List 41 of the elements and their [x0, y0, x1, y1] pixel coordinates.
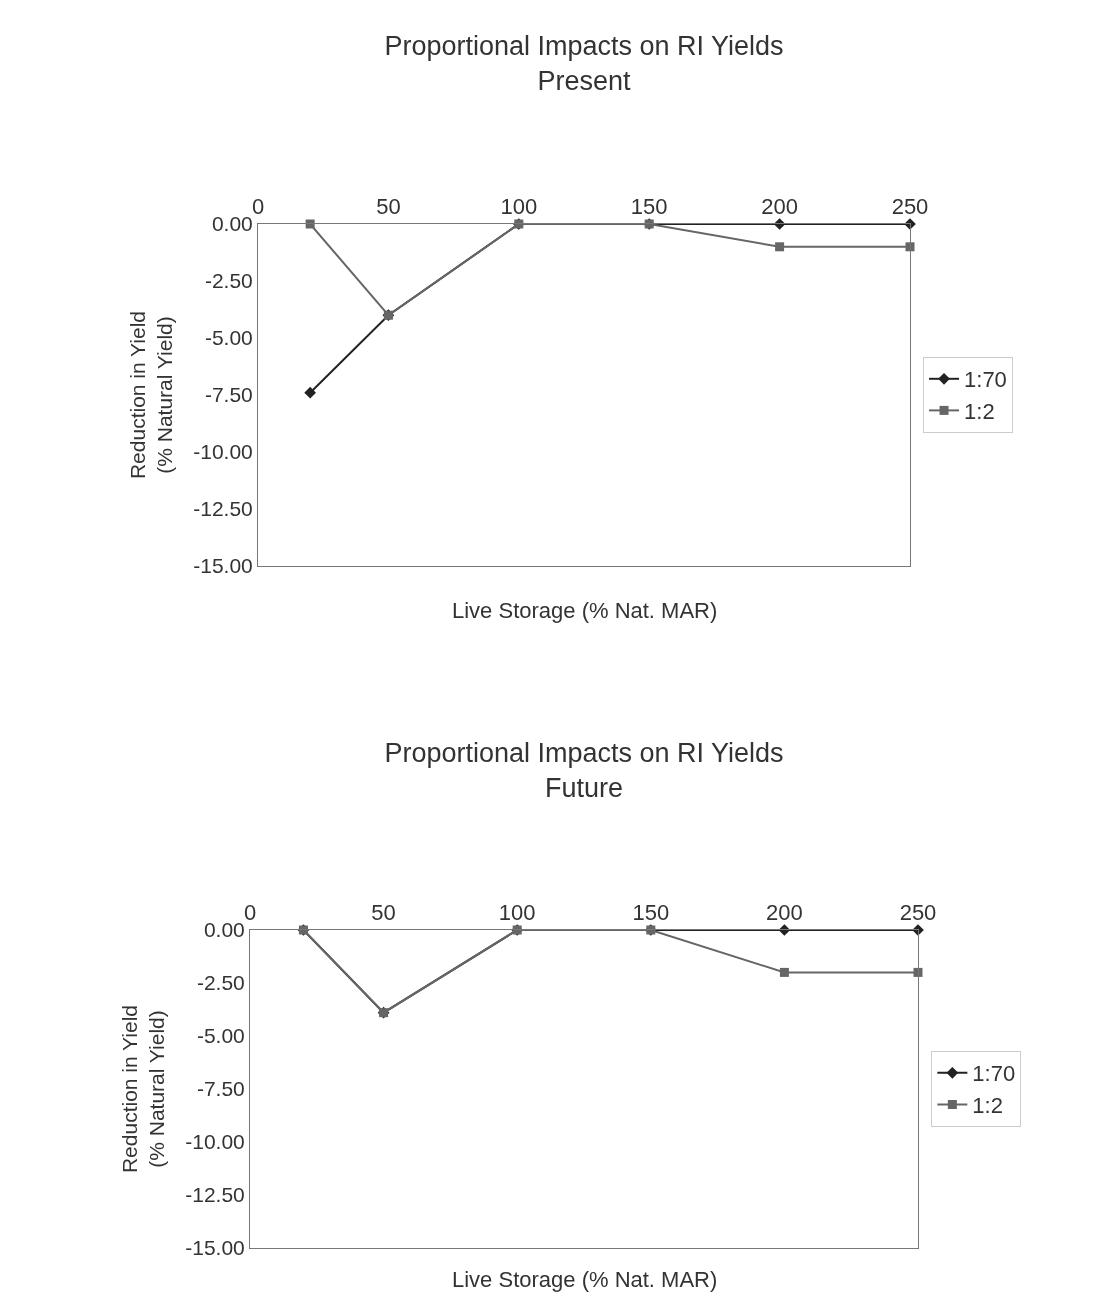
legend-label: 1:2 [972, 1092, 1003, 1118]
y-tick-label: -2.50 [204, 269, 253, 293]
chart-title: Proportional Impacts on RI Yields Present [384, 31, 784, 97]
x-tick-label: 250 [899, 900, 937, 926]
y-tick-label: -12.50 [185, 1183, 245, 1207]
x-tick-label: 100 [500, 194, 538, 220]
x-tick-label: 50 [376, 194, 401, 220]
legend-label: 1:70 [964, 367, 1007, 393]
y-tick-label: -7.50 [196, 1077, 245, 1101]
point [779, 967, 789, 977]
y-axis-title: Reduction in Yield (% Natural Yield) [126, 310, 177, 480]
point [304, 386, 317, 399]
x-tick-label: 200 [761, 194, 798, 220]
point [775, 242, 785, 252]
point [778, 924, 791, 936]
legend-label: 1:70 [972, 1061, 1016, 1087]
x-tick-label: 0 [251, 194, 265, 220]
x-tick-label: 0 [243, 900, 257, 926]
y-tick-label: -5.00 [204, 326, 253, 350]
legend-label: 1:2 [964, 398, 995, 424]
y-tick-label: -15.00 [193, 554, 253, 578]
y-tick-label: -10.00 [185, 1130, 245, 1154]
y-tick-label: -7.50 [204, 383, 253, 407]
x-tick-label: 200 [766, 900, 803, 926]
y-axis-title: Reduction in Yield (% Natural Yield) [118, 1004, 169, 1174]
y-tick-label: 0.00 [211, 212, 253, 236]
y-tick-label: -10.00 [193, 440, 253, 464]
x-tick-label: 250 [891, 194, 929, 220]
x-tick-label: 150 [632, 900, 670, 926]
x-axis-title: Live Storage (% Nat. MAR) [452, 598, 718, 623]
y-tick-label: -12.50 [193, 497, 253, 521]
x-tick-label: 50 [371, 900, 396, 926]
x-axis-title: Live Storage (% Nat. MAR) [452, 1267, 718, 1292]
y-tick-label: -5.00 [196, 1024, 245, 1048]
y-tick-label: -15.00 [185, 1236, 245, 1260]
chart-title: Proportional Impacts on RI Yields Future [384, 738, 784, 804]
y-tick-label: 0.00 [203, 918, 245, 942]
point [773, 218, 786, 230]
x-tick-label: 100 [498, 900, 536, 926]
y-tick-label: -2.50 [196, 971, 245, 995]
x-tick-label: 150 [630, 194, 668, 220]
